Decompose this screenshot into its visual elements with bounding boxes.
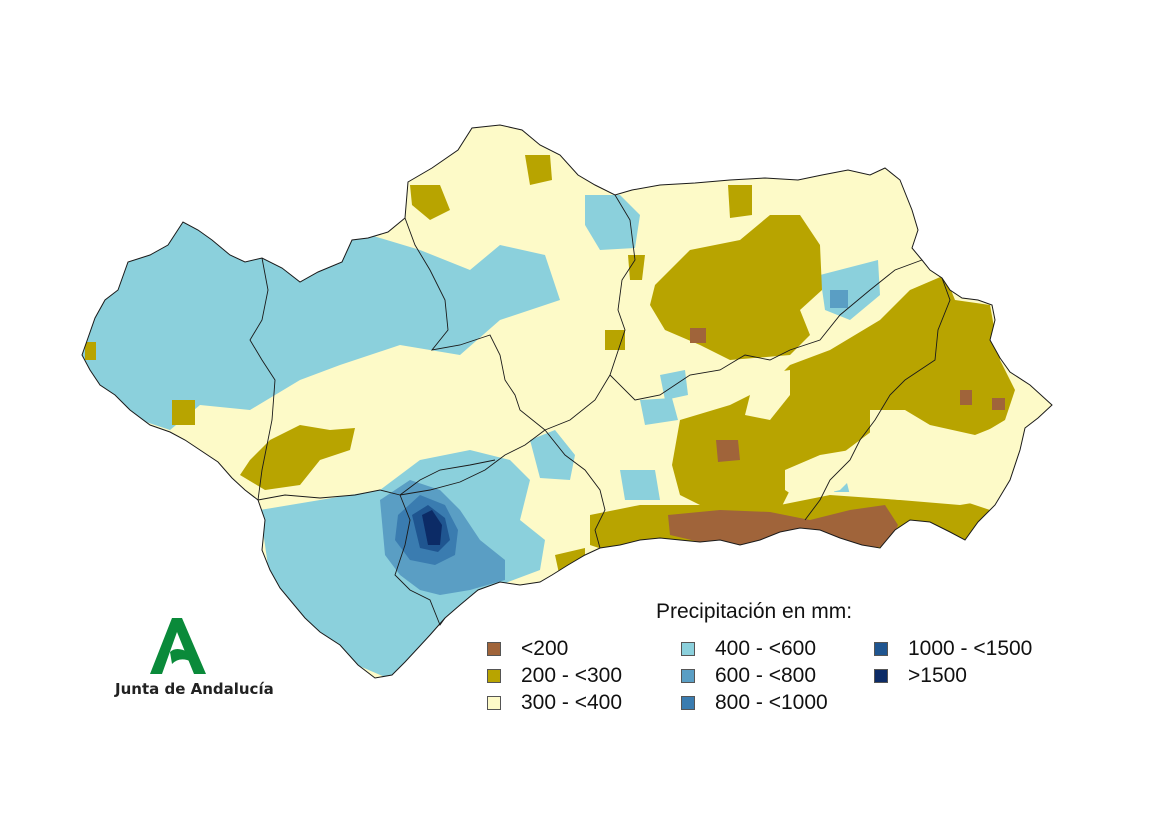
- legend-item-lt200: <200: [487, 637, 568, 661]
- zone-200-300: [628, 255, 645, 280]
- zone-200-300: [410, 185, 450, 220]
- border-cadiz-malaga: [394, 494, 446, 626]
- legend-swatch: [487, 696, 501, 710]
- border-sevilla-cadiz: [257, 489, 401, 501]
- legend-item-800-1000: 800 - <1000: [681, 691, 828, 715]
- zone-200-300: [172, 400, 195, 425]
- zone-lt200: [716, 440, 740, 462]
- zone-400-600: [82, 215, 560, 430]
- border-cordoba-jaen: [544, 194, 636, 431]
- legend-title: Precipitación en mm:: [656, 600, 853, 623]
- zone-200-300: [525, 155, 552, 185]
- legend-swatch: [874, 642, 888, 656]
- legend-item-400-600: 400 - <600: [681, 637, 816, 661]
- legend-label: 400 - <600: [715, 637, 817, 660]
- legend-item-gt1500: >1500: [874, 664, 967, 688]
- legend-item-300-400: 300 - <400: [487, 691, 622, 715]
- legend-swatch: [681, 642, 695, 656]
- zone-600-800: [830, 290, 848, 308]
- zone-300-400: [845, 410, 1015, 505]
- legend-swatch: [487, 642, 501, 656]
- border-sevilla-malaga: [399, 459, 496, 496]
- legend-label: 1000 - <1500: [908, 637, 1033, 660]
- zone-300-400: [745, 370, 790, 420]
- legend-label: <200: [521, 637, 569, 660]
- zone-gt1500: [422, 510, 442, 545]
- legend-swatch: [487, 669, 501, 683]
- legend-item-600-800: 600 - <800: [681, 664, 816, 688]
- zone-200-300: [728, 185, 752, 218]
- zone-lt200: [992, 398, 1005, 410]
- legend-label: 300 - <400: [521, 691, 623, 714]
- legend-swatch: [681, 696, 695, 710]
- zone-400-600: [620, 470, 660, 500]
- zone-200-300: [85, 342, 96, 360]
- legend-label: >1500: [908, 664, 967, 687]
- zone-400-600: [640, 398, 678, 425]
- zone-200-300: [672, 275, 1015, 515]
- legend-swatch: [681, 669, 695, 683]
- border-huelva-sevilla: [249, 257, 276, 501]
- zone-400-600: [585, 195, 640, 250]
- border-jaen-granada: [609, 259, 923, 401]
- border-sevilla-cordoba: [404, 217, 546, 431]
- zone-lt200: [690, 328, 706, 343]
- border-granada-malaga: [544, 429, 606, 549]
- junta-andalucia-logo-icon: [150, 618, 206, 674]
- zone-200-300: [240, 425, 355, 490]
- legend-label: 600 - <800: [715, 664, 817, 687]
- legend-swatch: [874, 669, 888, 683]
- province-borders: [249, 194, 951, 626]
- legend-label: 800 - <1000: [715, 691, 828, 714]
- border-granada-almeria: [804, 277, 951, 521]
- zone-300-400: [785, 450, 860, 500]
- legend-item-1000-1500: 1000 - <1500: [874, 637, 1032, 661]
- zone-400-600: [530, 430, 575, 480]
- legend-label: 200 - <300: [521, 664, 623, 687]
- zone-200-300: [650, 215, 822, 360]
- legend-item-200-300: 200 - <300: [487, 664, 622, 688]
- border-cordoba-malaga: [399, 429, 546, 496]
- zone-lt200: [960, 390, 972, 405]
- logo-text: Junta de Andalucía: [115, 680, 274, 698]
- zone-400-600: [660, 370, 688, 400]
